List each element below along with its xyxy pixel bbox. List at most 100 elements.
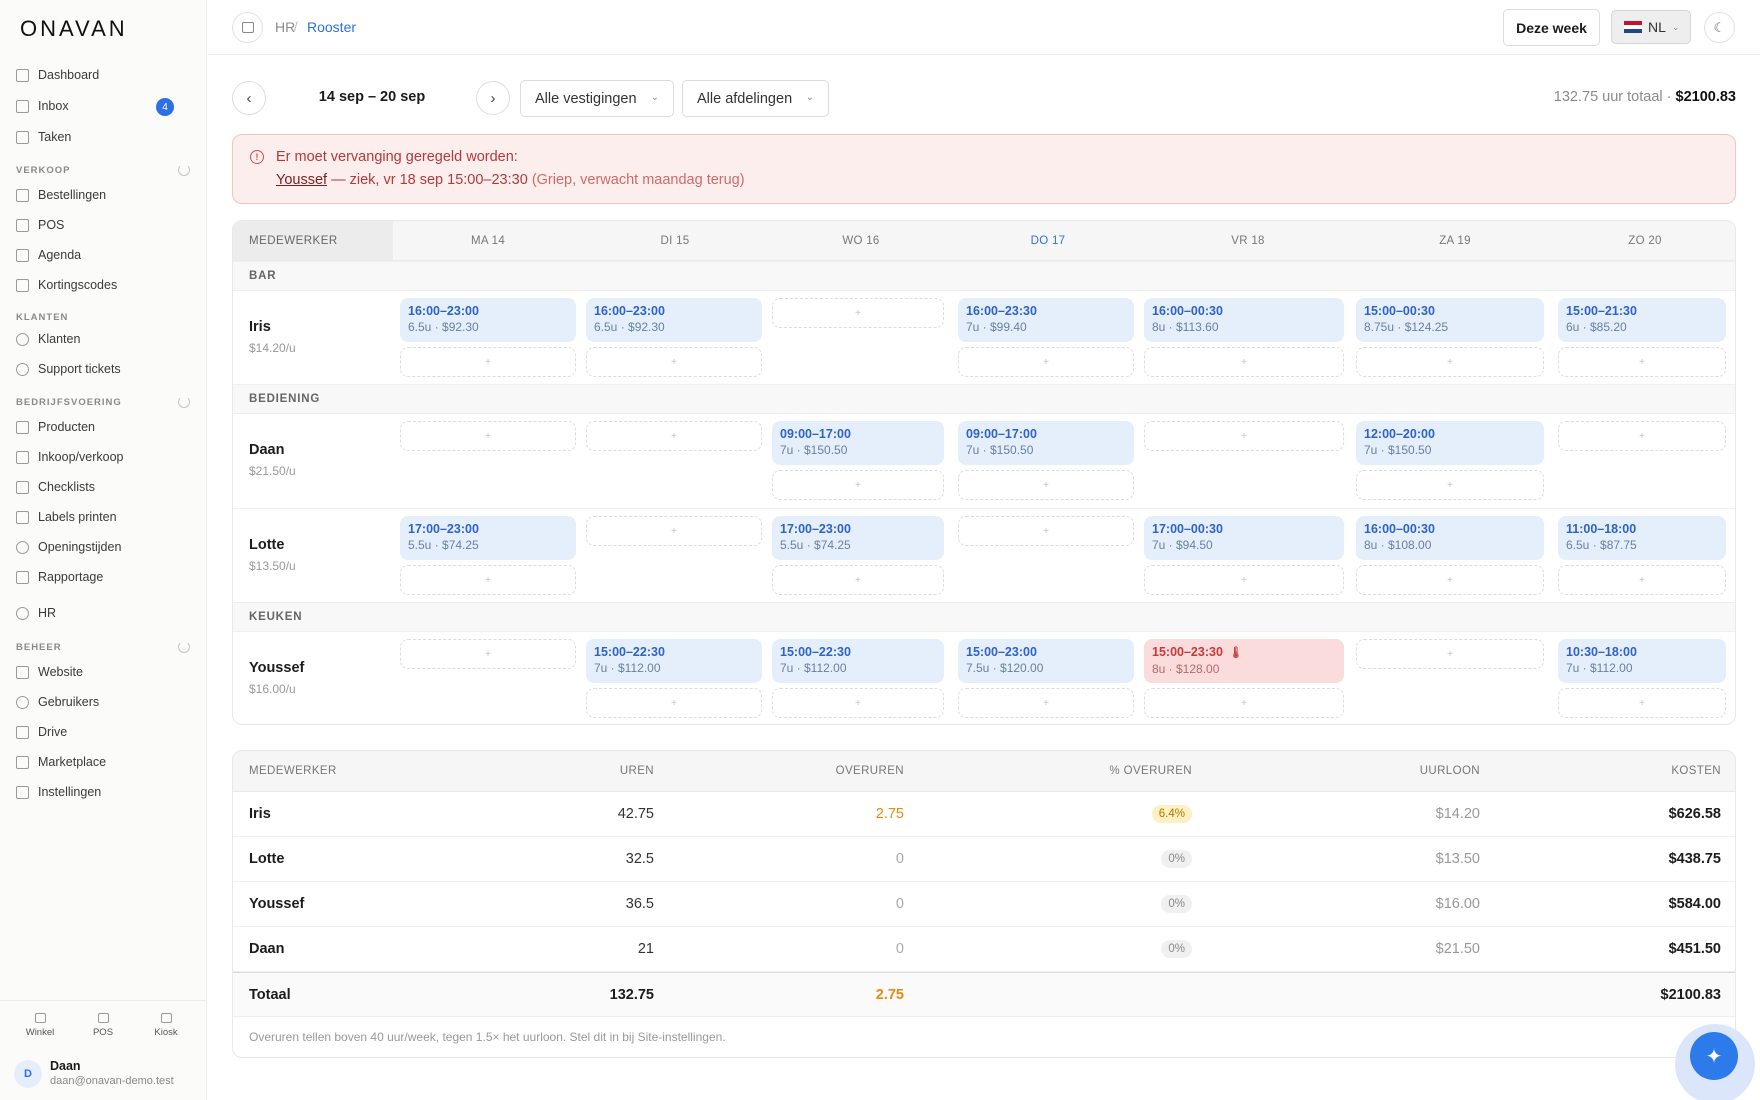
avatar[interactable]: D <box>14 1060 42 1088</box>
magic-assistant-button[interactable]: ✦ <box>1690 1032 1738 1080</box>
add-shift-slot[interactable]: + <box>400 347 576 377</box>
alert-employee-link[interactable]: Youssef <box>276 172 328 188</box>
tab-winkel[interactable]: Winkel <box>15 1013 65 1038</box>
shift-card[interactable]: 17:00–23:00 5.5u · $74.25 <box>400 516 576 560</box>
add-shift-slot[interactable]: + <box>586 347 762 377</box>
add-shift-slot[interactable]: + <box>400 639 576 669</box>
shift-card[interactable]: 15:00–21:30 6u · $85.20 <box>1558 298 1726 342</box>
sidebar-item-support-tickets[interactable]: Support tickets <box>16 356 192 382</box>
shift-card[interactable]: 17:00–23:00 5.5u · $74.25 <box>772 516 944 560</box>
shift-card[interactable]: 10:30–18:00 7u · $112.00 <box>1558 639 1726 683</box>
shift-card[interactable]: 16:00–00:30 8u · $113.60 <box>1144 298 1344 342</box>
sidebar-item-label: Bestellingen <box>38 188 107 202</box>
shift-card[interactable]: 16:00–23:30 7u · $99.40 <box>958 298 1134 342</box>
theme-toggle-button[interactable]: ☾ <box>1704 12 1735 43</box>
sidebar-item-kortingscodes[interactable]: Kortingscodes <box>16 272 192 298</box>
employee-name[interactable]: Iris <box>249 319 271 335</box>
add-shift-slot[interactable]: + <box>1558 421 1726 451</box>
sidebar-item-label: HR <box>38 606 57 620</box>
shift-time: 16:00–00:30 <box>1364 522 1435 536</box>
add-shift-slot[interactable]: + <box>1144 565 1344 595</box>
add-shift-slot[interactable]: + <box>958 516 1134 546</box>
sidebar-item-gebruikers[interactable]: Gebruikers <box>16 689 192 715</box>
tab-kiosk[interactable]: Kiosk <box>141 1013 191 1038</box>
sidebar-item-instellingen[interactable]: Instellingen <box>16 779 192 805</box>
add-shift-slot[interactable]: + <box>1356 470 1544 500</box>
add-shift-slot[interactable]: + <box>586 421 762 451</box>
sidebar-item-rapportage[interactable]: Rapportage <box>16 564 192 590</box>
add-shift-slot[interactable]: + <box>772 298 944 328</box>
app-logo[interactable]: ONAVAN <box>20 16 128 41</box>
add-shift-slot[interactable]: + <box>1144 688 1344 718</box>
add-shift-slot[interactable]: + <box>1144 347 1344 377</box>
department-filter[interactable]: Alle afdelingen ⌄ <box>682 80 829 117</box>
this-week-button[interactable]: Deze week <box>1503 9 1600 46</box>
shift-card[interactable]: 15:00–23:00 7.5u · $120.00 <box>958 639 1134 683</box>
sidebar-item-drive[interactable]: Drive <box>16 719 192 745</box>
shift-card[interactable]: 15:00–22:30 7u · $112.00 <box>586 639 762 683</box>
shift-card[interactable]: 15:00–00:30 8.75u · $124.25 <box>1356 298 1544 342</box>
sidebar-item-inkoop-verkoop[interactable]: Inkoop/verkoop <box>16 444 192 470</box>
sidebar-item-klanten[interactable]: Klanten <box>16 326 192 352</box>
sidebar-item-pos[interactable]: POS <box>16 212 192 238</box>
add-shift-slot[interactable]: + <box>400 421 576 451</box>
shift-card[interactable]: 12:00–20:00 7u · $150.50 <box>1356 421 1544 465</box>
add-shift-slot[interactable]: + <box>772 688 944 718</box>
employee-name: Iris <box>249 806 271 822</box>
add-shift-slot[interactable]: + <box>958 688 1134 718</box>
sidebar-item-website[interactable]: Website <box>16 659 192 685</box>
add-shift-slot[interactable]: + <box>1558 688 1726 718</box>
employee-name[interactable]: Youssef <box>249 660 305 676</box>
prev-week-button[interactable]: ‹ <box>232 81 266 115</box>
shift-card[interactable]: 11:00–18:00 6.5u · $87.75 <box>1558 516 1726 560</box>
add-shift-slot[interactable]: + <box>772 470 944 500</box>
shift-card[interactable]: 09:00–17:00 7u · $150.50 <box>958 421 1134 465</box>
employee-name[interactable]: Daan <box>249 442 285 458</box>
breadcrumb-parent[interactable]: HR <box>275 19 296 35</box>
add-shift-slot[interactable]: + <box>400 565 576 595</box>
shift-hours-cost: 5.5u · $74.25 <box>780 538 851 552</box>
overtime-value: 0 <box>895 941 904 957</box>
shift-card-sick[interactable]: 15:00–23:30 🌡 8u · $128.00 <box>1144 639 1344 683</box>
sidebar-item-bestellingen[interactable]: Bestellingen <box>16 182 192 208</box>
hours-value: 36.5 <box>625 896 654 912</box>
sidebar-item-label: Kortingscodes <box>38 278 118 292</box>
next-week-button[interactable]: › <box>476 81 510 115</box>
add-shift-slot[interactable]: + <box>1356 565 1544 595</box>
sidebar-item-taken[interactable]: Taken <box>16 124 192 150</box>
sidebar-item-hr[interactable]: HR <box>16 600 192 626</box>
shift-card[interactable]: 16:00–23:00 6.5u · $92.30 <box>586 298 762 342</box>
add-shift-slot[interactable]: + <box>1558 347 1726 377</box>
sidebar-item-dashboard[interactable]: Dashboard <box>16 62 192 88</box>
tab-pos[interactable]: POS <box>78 1013 128 1038</box>
shift-card[interactable]: 15:00–22:30 7u · $112.00 <box>772 639 944 683</box>
add-shift-slot[interactable]: + <box>1356 347 1544 377</box>
sidebar-item-producten[interactable]: Producten <box>16 414 192 440</box>
shift-card[interactable]: 16:00–23:00 6.5u · $92.30 <box>400 298 576 342</box>
sidebar-item-agenda[interactable]: Agenda <box>16 242 192 268</box>
location-filter[interactable]: Alle vestigingen ⌄ <box>520 80 674 117</box>
shift-card[interactable]: 09:00–17:00 7u · $150.50 <box>772 421 944 465</box>
add-shift-slot[interactable]: + <box>1356 639 1544 669</box>
shift-card[interactable]: 17:00–00:30 7u · $94.50 <box>1144 516 1344 560</box>
sidebar-item-inbox[interactable]: Inbox <box>16 93 192 119</box>
add-shift-slot[interactable]: + <box>1144 421 1344 451</box>
add-shift-slot[interactable]: + <box>772 565 944 595</box>
sidebar-item-marketplace[interactable]: Marketplace <box>16 749 192 775</box>
sidebar-item-checklists[interactable]: Checklists <box>16 474 192 500</box>
add-shift-slot[interactable]: + <box>958 470 1134 500</box>
language-select[interactable]: NL ⌄ <box>1611 10 1691 44</box>
column-header-hourly-rate: UURLOON <box>1419 765 1480 777</box>
total-label: Totaal <box>249 987 291 1003</box>
add-shift-slot[interactable]: + <box>1558 565 1726 595</box>
section-bedrijfsvoering: BEDRIJFSVOERING <box>16 397 122 408</box>
sidebar-item-openingstijden[interactable]: Openingstijden <box>16 534 192 560</box>
employee-name[interactable]: Lotte <box>249 537 285 553</box>
add-shift-slot[interactable]: + <box>958 347 1134 377</box>
add-shift-slot[interactable]: + <box>586 688 762 718</box>
shift-card[interactable]: 16:00–00:30 8u · $108.00 <box>1356 516 1544 560</box>
add-shift-slot[interactable]: + <box>586 516 762 546</box>
summary-header: MEDEWERKER UREN OVERUREN % OVERUREN UURL… <box>233 751 1735 792</box>
sidebar-item-labels-printen[interactable]: Labels printen <box>16 504 192 530</box>
sidebar-toggle-button[interactable] <box>232 12 263 43</box>
